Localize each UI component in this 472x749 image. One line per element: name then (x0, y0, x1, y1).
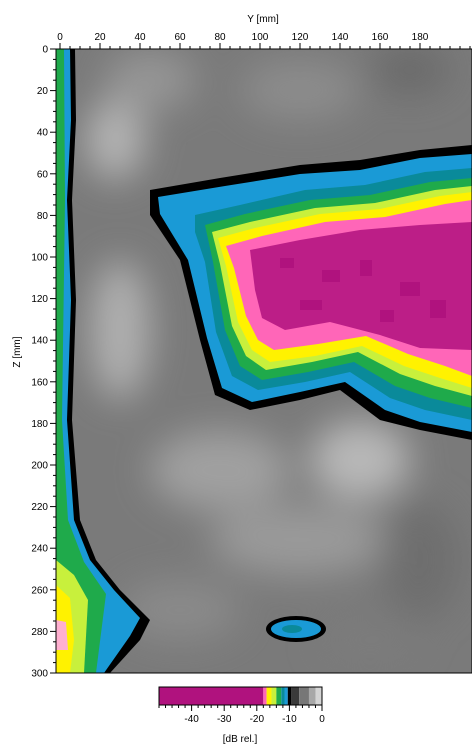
y-tick-label: 80 (37, 211, 49, 222)
colorbar-tick-label: 0 (319, 714, 325, 725)
y-tick-label: 20 (37, 86, 49, 97)
colorbar-segment (271, 687, 277, 705)
y-tick-label: 120 (31, 294, 48, 305)
left-edge-band (56, 49, 150, 673)
y-tick-label: 100 (31, 253, 48, 264)
x-tick-label: 80 (214, 32, 226, 43)
high-intensity-zone (150, 145, 472, 440)
colorbar-segment (266, 687, 272, 705)
colorbar-segment (263, 687, 267, 705)
x-tick-label: 0 (57, 32, 63, 43)
x-tick-label: 60 (174, 32, 186, 43)
colorbar-segment (308, 687, 316, 705)
x-tick-label: 180 (412, 32, 429, 43)
x-tick-label: 40 (134, 32, 146, 43)
x-axis: 0 20 40 60 80 100 120 140 160 180 (56, 32, 472, 50)
y-axis: 0 20 40 60 80 100 120 140 160 180 200 220 240 260 280 3… (31, 45, 57, 680)
y-axis-label: Z [mm] (12, 336, 23, 367)
x-tick-label: 20 (94, 32, 106, 43)
colorbar-segment (276, 687, 282, 705)
colorbar-segment (315, 687, 322, 705)
y-tick-label: 240 (31, 544, 48, 555)
x-axis-label: Y [mm] (247, 14, 279, 25)
colorbar-segment (284, 687, 288, 705)
y-tick-label: 160 (31, 377, 48, 388)
x-tick-label: 120 (292, 32, 309, 43)
colorbar-segment (287, 687, 292, 705)
colorbar-tick-label: -20 (250, 714, 265, 725)
y-tick-label: 180 (31, 419, 48, 430)
x-tick-label: 140 (332, 32, 349, 43)
colorbar-segment (291, 687, 300, 705)
small-spot (266, 616, 326, 642)
colorbar-label: [dB rel.] (223, 734, 258, 745)
colorbar-segment (299, 687, 309, 705)
colorbar-segment (159, 687, 264, 705)
colorbar-segment (281, 687, 285, 705)
y-tick-label: 140 (31, 336, 48, 347)
y-tick-label: 60 (37, 169, 49, 180)
colorbar: -40 -30 -20 -10 0 (158, 686, 325, 725)
y-tick-label: 280 (31, 627, 48, 638)
colorbar-tick-label: -40 (184, 714, 199, 725)
y-tick-label: 200 (31, 461, 48, 472)
x-tick-label: 100 (252, 32, 269, 43)
y-tick-label: 40 (37, 128, 49, 139)
colorbar-tick-label: -10 (282, 714, 297, 725)
colorbar-tick-label: -30 (217, 714, 232, 725)
y-tick-label: 260 (31, 585, 48, 596)
y-tick-label: 0 (42, 45, 48, 56)
y-tick-label: 300 (31, 669, 48, 680)
y-tick-label: 220 (31, 502, 48, 513)
x-tick-label: 160 (372, 32, 389, 43)
